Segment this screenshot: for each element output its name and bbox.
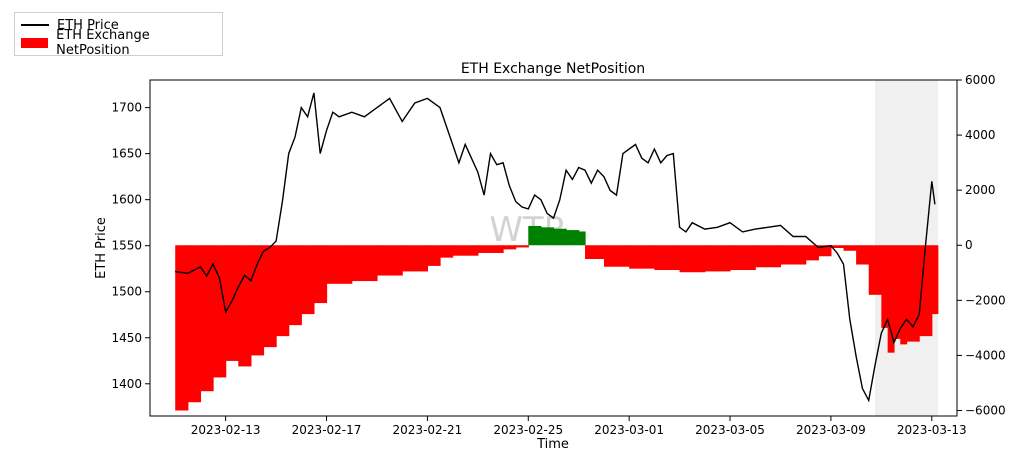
left-tick-label: 1550 (111, 239, 142, 253)
netposition-bar (540, 227, 555, 246)
netposition-bar (654, 245, 681, 271)
netposition-bar (856, 245, 870, 265)
netposition-bar (553, 228, 567, 246)
netposition-bar (288, 245, 302, 326)
netposition-bar (931, 245, 939, 315)
x-tick-label: 2023-03-01 (594, 423, 664, 437)
left-tick-label: 1700 (111, 101, 142, 115)
left-axis-ticks: 1400 1450 1500 1550 1600 1650 1700 (111, 101, 150, 391)
netposition-bar (515, 245, 529, 248)
netposition-bar (250, 245, 265, 356)
right-tick-label: 2000 (965, 183, 996, 197)
right-tick-label: 0 (965, 238, 973, 252)
x-tick-label: 2023-02-21 (393, 423, 463, 437)
netposition-bar (276, 245, 290, 337)
netposition-bar (213, 245, 227, 378)
legend-line-swatch (21, 24, 49, 26)
right-axis-ticks: −6000 −4000 −2000 0 2000 4000 6000 (957, 73, 1006, 417)
netposition-bar (919, 245, 933, 337)
legend-label-price: ETH Price (57, 17, 119, 33)
netposition-bar (376, 245, 403, 276)
legend-item-netposition: ETH Exchange NetPosition (21, 28, 222, 58)
netposition-bar (402, 245, 429, 272)
netposition-bar (528, 225, 542, 246)
left-tick-label: 1450 (111, 331, 142, 345)
netposition-bar (887, 245, 895, 353)
netposition-bar (843, 245, 857, 251)
netposition-bar (578, 231, 586, 246)
x-tick-label: 2023-02-17 (292, 423, 362, 437)
left-tick-label: 1500 (111, 285, 142, 299)
x-tick-label: 2023-02-25 (493, 423, 563, 437)
right-tick-label: −4000 (965, 348, 1006, 362)
netposition-bar (893, 245, 901, 339)
netposition-bar (585, 245, 605, 260)
right-tick-label: 6000 (965, 73, 996, 87)
legend: ETH Price ETH Exchange NetPosition (14, 12, 223, 58)
netposition-bar (881, 245, 889, 328)
left-tick-label: 1600 (111, 193, 142, 207)
netposition-bar (351, 245, 378, 282)
netposition-bar (629, 245, 655, 269)
right-tick-label: −2000 (965, 293, 1006, 307)
netposition-bars (175, 225, 939, 411)
netposition-bar (730, 245, 756, 271)
netposition-bar (175, 245, 189, 411)
netposition-bar (313, 245, 328, 304)
legend-label-netposition: ETH Exchange NetPosition (56, 28, 150, 58)
x-tick-label: 2023-02-13 (191, 423, 261, 437)
x-tick-label: 2023-03-09 (796, 423, 866, 437)
netposition-bar (868, 245, 882, 295)
left-tick-label: 1400 (111, 377, 142, 391)
netposition-bar (566, 230, 580, 246)
netposition-bar (440, 245, 454, 258)
netposition-bar (805, 245, 819, 261)
plot-frame (149, 79, 958, 417)
x-axis-ticks: 2023-02-13 2023-02-17 2023-02-21 2023-02-25… (191, 416, 967, 437)
left-axis-label: ETH Price (94, 217, 109, 279)
netposition-bar (755, 245, 782, 268)
left-tick-label: 1650 (111, 147, 142, 161)
netposition-bar (263, 245, 277, 348)
netposition-bar (503, 245, 517, 250)
netposition-bar (704, 245, 731, 272)
right-tick-label: −6000 (965, 403, 1006, 417)
netposition-bar (679, 245, 706, 273)
netposition-bar (477, 245, 504, 253)
netposition-bar (780, 245, 807, 265)
netposition-bar (301, 245, 315, 315)
x-tick-label: 2023-03-05 (695, 423, 765, 437)
netposition-bar (238, 245, 252, 367)
netposition-bar (427, 245, 441, 266)
netposition-bar (830, 245, 845, 248)
chart-title: ETH Exchange NetPosition (461, 61, 645, 77)
netposition-bar (603, 245, 630, 267)
netposition-bar (326, 245, 353, 284)
x-axis-label: Time (536, 437, 569, 452)
netposition-bar (452, 245, 479, 256)
netposition-bar (200, 245, 214, 392)
netposition-bar (818, 245, 832, 257)
right-tick-label: 4000 (965, 128, 996, 142)
netposition-bar (906, 245, 920, 342)
netposition-bar (900, 245, 908, 345)
legend-patch-swatch (21, 38, 49, 48)
legend-item-price: ETH Price (21, 17, 119, 33)
netposition-bar (187, 245, 202, 403)
netposition-bar (225, 245, 239, 361)
x-tick-label: 2023-03-13 (897, 423, 967, 437)
eth-price-line (175, 92, 936, 403)
